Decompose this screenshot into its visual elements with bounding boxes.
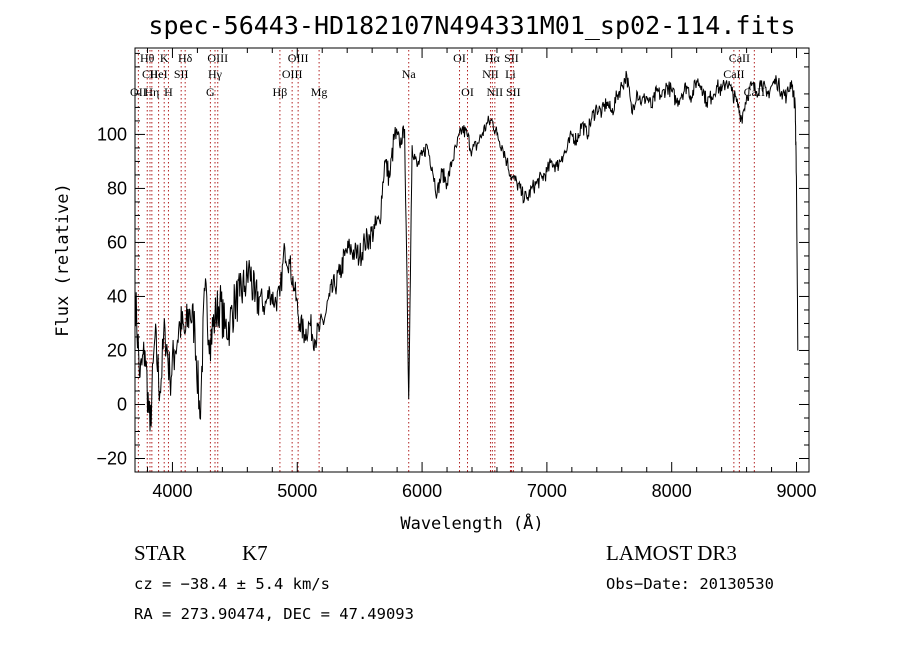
line-label-4: K [160, 51, 169, 65]
line-label-12: OIII [288, 51, 309, 65]
x-tick-label-5: 9000 [776, 481, 816, 501]
line-label-3: Hη [144, 85, 159, 99]
line-label-18: OI [461, 85, 474, 99]
line-label-17: OI [453, 51, 466, 65]
y-axis-label: Flux (relative) [53, 183, 73, 337]
line-label-23: NII [487, 85, 504, 99]
x-tick-label-0: 4000 [152, 481, 192, 501]
line-label-19: Hα [485, 51, 501, 65]
line-label-2: OII [130, 85, 147, 99]
x-axis-label: Wavelength (Å) [400, 512, 543, 534]
y-tick-label-4: 60 [107, 232, 127, 252]
y-tick-label-6: 100 [97, 124, 127, 144]
y-tick-label-0: −20 [96, 448, 127, 468]
survey-name: LAMOST DR3 [606, 541, 737, 565]
y-tick-label-1: 0 [117, 394, 127, 414]
line-label-6: Hδ [178, 51, 193, 65]
line-label-11: G [206, 85, 215, 99]
line-label-16: Na [402, 67, 417, 81]
spectrum-series [134, 70, 799, 432]
line-label-1: CII [142, 67, 158, 81]
x-tick-label-1: 5000 [277, 481, 317, 501]
redshift-cz: cz = −38.4 ± 5.4 km/s [134, 575, 330, 593]
line-label-22: Li [505, 67, 516, 81]
y-tick-label-2: 20 [107, 340, 127, 360]
axis-ticks: 4000 5000 6000 7000 8000 9000 −20 0 20 40 60 80 100 [96, 48, 817, 501]
line-label-21: NII [482, 67, 499, 81]
line-label-15: Mg [311, 85, 328, 99]
line-label-8: H [164, 85, 173, 99]
object-subclass: K7 [242, 541, 268, 565]
line-label-14: Hβ [273, 85, 288, 99]
line-label-26: CaII [723, 67, 744, 81]
line-label-13: OIII [282, 67, 303, 81]
line-label-10: Hγ [208, 67, 223, 81]
line-label-7: SII [174, 67, 189, 81]
ra-dec-coordinates: RA = 273.90474, DEC = 47.49093 [134, 605, 414, 623]
x-tick-label-2: 6000 [402, 481, 442, 501]
y-tick-label-3: 40 [107, 286, 127, 306]
x-tick-label-4: 8000 [652, 481, 692, 501]
x-tick-label-3: 7000 [527, 481, 567, 501]
line-label-9: OIII [207, 51, 228, 65]
line-label-20: SII [504, 51, 519, 65]
line-label-5: HeI [150, 67, 168, 81]
object-class: STAR [134, 541, 186, 565]
chart-title: spec-56443-HD182107N494331M01_sp02-114.f… [148, 11, 795, 40]
line-label-0: Hθ [140, 51, 155, 65]
observation-date: Obs−Date: 20130530 [606, 575, 774, 593]
y-tick-label-5: 80 [107, 178, 127, 198]
line-label-24: SII [506, 85, 521, 99]
line-label-25: CaII [729, 51, 750, 65]
